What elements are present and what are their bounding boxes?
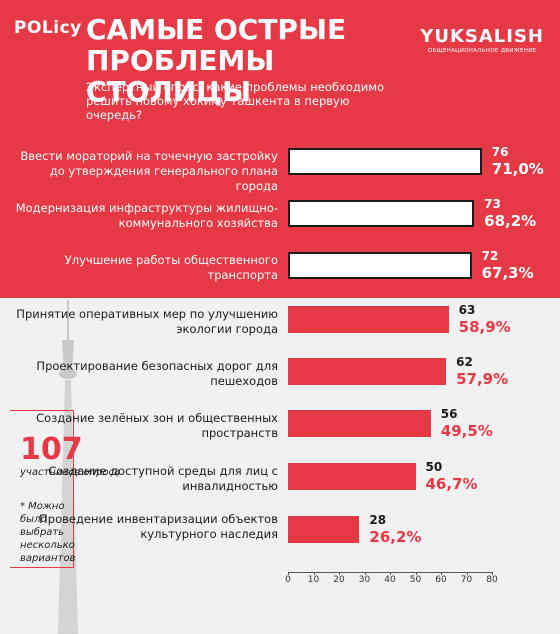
x-axis-line bbox=[288, 572, 492, 573]
x-tick-label: 10 bbox=[307, 575, 320, 585]
category-label: Создание доступной среды для лиц с инвал… bbox=[48, 464, 278, 493]
category-label: Проведение инвентаризации объектов культ… bbox=[39, 512, 278, 541]
bar-value-percent: 58,9% bbox=[458, 318, 511, 336]
participants-label: участников опроса bbox=[20, 467, 121, 478]
x-tick-mark bbox=[492, 572, 493, 575]
yuksalish-logo-subtext: ОБЩЕНАЦИОНАЛЬНОЕ ДВИЖЕНИЕ bbox=[427, 48, 537, 54]
x-tick-mark bbox=[441, 572, 442, 575]
bar-value-count: 63 bbox=[458, 303, 476, 317]
multiple-choice-note: * Можно было выбрать несколько вариантов bbox=[20, 501, 76, 564]
x-tick-label: 50 bbox=[409, 575, 422, 585]
bar-value-percent: 68,2% bbox=[484, 212, 537, 230]
bar-value-count: 73 bbox=[484, 197, 501, 211]
bar-value-percent: 71,0% bbox=[491, 160, 544, 178]
x-tick-mark bbox=[339, 572, 340, 575]
bar bbox=[288, 148, 482, 175]
x-tick-label: 0 bbox=[285, 575, 291, 585]
bar bbox=[288, 252, 472, 279]
participants-box bbox=[10, 410, 74, 568]
x-tick-mark bbox=[390, 572, 391, 575]
tv-tower-illustration bbox=[58, 300, 78, 634]
bar-value-count: 72 bbox=[481, 249, 499, 263]
category-label: Проектирование безопасных дорог для пеше… bbox=[36, 359, 278, 388]
page-title: САМЫЕ ОСТРЫЕ ПРОБЛЕМЫ СТОЛИЦЫ bbox=[86, 13, 347, 108]
bar-value-percent: 26,2% bbox=[369, 528, 422, 546]
category-label: Модернизация инфраструктуры жилищно-комм… bbox=[15, 201, 278, 230]
bar bbox=[288, 516, 360, 543]
x-tick-mark bbox=[288, 572, 289, 575]
bar bbox=[288, 306, 449, 333]
x-tick-label: 30 bbox=[358, 575, 371, 585]
bar-value-count: 76 bbox=[491, 145, 509, 159]
x-tick-mark bbox=[313, 572, 315, 575]
bar bbox=[288, 200, 475, 227]
x-tick-mark bbox=[415, 572, 417, 575]
x-tick-label: 20 bbox=[333, 575, 345, 585]
bar-value-count: 56 bbox=[440, 407, 458, 421]
category-label: Создание зелёных зон и общественных прос… bbox=[36, 411, 278, 440]
category-label: Ввести мораторий на точечную застройку д… bbox=[20, 149, 278, 193]
bar bbox=[288, 463, 416, 490]
bar-value-count: 50 bbox=[425, 460, 443, 474]
x-tick-label: 40 bbox=[384, 575, 396, 585]
x-tick-label: 80 bbox=[486, 575, 498, 585]
bar-value-count: 28 bbox=[369, 513, 387, 527]
policy-logo: POLicy bbox=[14, 18, 82, 38]
bar-value-count: 62 bbox=[456, 355, 473, 369]
bar-value-percent: 57,9% bbox=[456, 370, 509, 388]
x-tick-mark bbox=[364, 572, 366, 575]
page-subtitle: Экспертный опрос: какие проблемы необход… bbox=[86, 80, 384, 122]
category-label: Принятие оперативных мер по улучшению эк… bbox=[16, 307, 278, 336]
x-tick-label: 70 bbox=[460, 575, 473, 585]
participants-count: 107 bbox=[20, 432, 83, 467]
bar bbox=[288, 410, 431, 437]
yuksalish-logo-text: YUKSALISH bbox=[420, 26, 544, 47]
yuksalish-logo: YUKSALISH ОБЩЕНАЦИОНАЛЬНОЕ ДВИЖЕНИЕ bbox=[420, 26, 544, 54]
bar-value-percent: 49,5% bbox=[440, 422, 493, 440]
x-tick-label: 60 bbox=[435, 575, 447, 585]
bar bbox=[288, 358, 447, 385]
x-tick-mark bbox=[466, 572, 468, 575]
category-label: Улучшение работы общественного транспорт… bbox=[64, 253, 278, 282]
bar-value-percent: 67,3% bbox=[481, 264, 534, 282]
bar-value-percent: 46,7% bbox=[425, 475, 478, 493]
